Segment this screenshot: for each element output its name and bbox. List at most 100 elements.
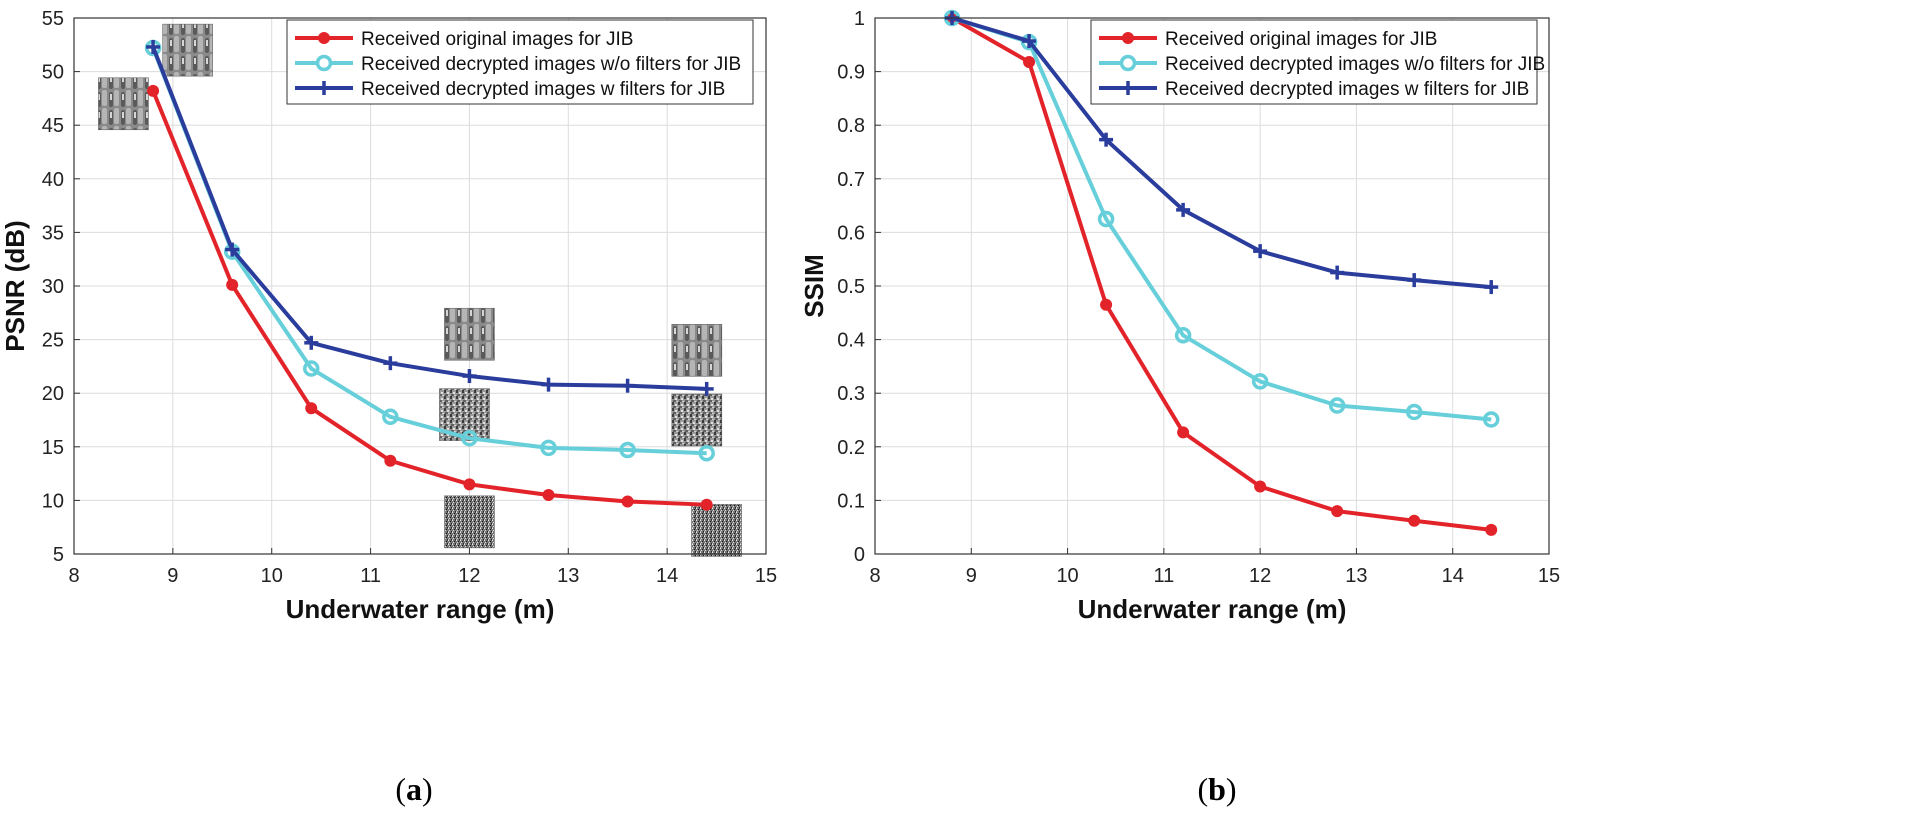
y-axis-label: SSIM xyxy=(799,254,829,318)
data-point-series-1 xyxy=(1254,480,1267,493)
x-tick-label: 15 xyxy=(755,565,777,587)
legend-label: Received original images for JIB xyxy=(1165,29,1437,50)
panel-caption: (a) xyxy=(395,771,432,807)
data-point-series-1 xyxy=(1177,426,1190,439)
data-point-series-1 xyxy=(542,489,555,502)
legend-label: Received original images for JIB xyxy=(361,29,633,50)
y-tick-label: 0.2 xyxy=(837,437,865,459)
y-tick-label: 15 xyxy=(42,437,64,459)
series-line-3 xyxy=(951,16,1492,290)
legend-marker xyxy=(315,54,333,72)
data-point-series-2 xyxy=(1482,411,1500,428)
data-point-series-1 xyxy=(226,278,239,291)
legend-label: Received decrypted images w filters for … xyxy=(361,79,725,100)
legend-marker xyxy=(1119,54,1137,72)
legend: Received original images for JIB Received… xyxy=(286,19,754,105)
legend-box xyxy=(286,19,754,105)
y-tick-label: 0.6 xyxy=(837,222,865,244)
x-tick-label: 14 xyxy=(656,565,678,587)
data-point-series-3 xyxy=(1022,34,1037,49)
y-tick-label: 20 xyxy=(42,383,64,405)
x-tick-label: 15 xyxy=(1538,565,1560,587)
data-point-series-2 xyxy=(382,408,399,426)
x-tick-label: 8 xyxy=(68,565,79,587)
data-point-series-3 xyxy=(1099,132,1114,147)
data-point-series-1 xyxy=(305,402,318,415)
data-point-series-3 xyxy=(620,378,635,393)
data-point-series-2 xyxy=(1405,403,1423,421)
data-point-series-3 xyxy=(1484,280,1499,295)
series-line-3 xyxy=(151,46,707,391)
inset-thumbnail-original xyxy=(98,77,149,131)
data-point-series-2 xyxy=(540,439,557,457)
data-point-series-2 xyxy=(1251,373,1269,390)
data-point-series-3 xyxy=(383,356,398,371)
data-point-series-3 xyxy=(541,377,556,392)
legend-box xyxy=(1090,19,1538,105)
x-axis-label: Underwater range (m) xyxy=(1078,594,1347,624)
inset-thumbnail-encrypted-partial xyxy=(671,393,723,447)
data-point-series-1 xyxy=(384,454,397,467)
legend-label: Received decrypted images w filters for … xyxy=(1165,79,1529,100)
y-tick-label: 40 xyxy=(42,169,64,191)
inset-thumbnail-noise xyxy=(444,495,495,549)
y-tick-label: 25 xyxy=(42,330,64,352)
y-axis-label: PSNR (dB) xyxy=(0,220,30,351)
inset-thumbnail-original xyxy=(671,324,723,377)
data-point-series-1 xyxy=(1408,514,1421,527)
y-tick-label: 0 xyxy=(854,544,865,566)
data-point-series-3 xyxy=(699,381,714,396)
x-tick-label: 11 xyxy=(360,565,381,587)
y-tick-label: 0.9 xyxy=(837,62,865,84)
data-point-series-1 xyxy=(1485,523,1498,536)
series-line-2 xyxy=(151,47,707,456)
y-tick-label: 1 xyxy=(854,8,865,30)
series-line-2 xyxy=(951,16,1492,422)
x-tick-label: 9 xyxy=(966,565,977,587)
data-point-series-3 xyxy=(1253,244,1268,259)
y-tick-label: 0.3 xyxy=(837,383,865,405)
x-tick-label: 10 xyxy=(261,565,283,587)
x-tick-label: 11 xyxy=(1153,565,1174,587)
data-point-series-2 xyxy=(1174,327,1192,344)
legend: Received original images for JIB Received… xyxy=(1090,19,1545,105)
data-point-series-1 xyxy=(463,478,476,491)
data-point-series-2 xyxy=(461,429,478,447)
data-point-series-1 xyxy=(147,84,160,97)
x-tick-label: 9 xyxy=(167,565,178,587)
data-point-series-3 xyxy=(462,369,477,384)
data-point-series-1 xyxy=(700,498,713,511)
x-tick-label: 10 xyxy=(1056,565,1078,587)
data-point-series-2 xyxy=(698,444,715,462)
x-tick-label: 13 xyxy=(1345,565,1367,587)
x-tick-label: 14 xyxy=(1442,565,1464,587)
x-tick-label: 8 xyxy=(869,565,880,587)
x-tick-label: 12 xyxy=(458,565,480,587)
data-point-series-1 xyxy=(621,495,634,508)
chart-panel-b: 8 9 10 11 12 13 14 15 0 0.1 0.2 0.3 0.4 0.5 0.6 0.7 0.8 0… xyxy=(799,8,1560,807)
y-tick-label: 0.7 xyxy=(837,169,865,191)
y-tick-label: 35 xyxy=(42,222,64,244)
y-tick-label: 55 xyxy=(42,8,64,30)
y-tick-label: 0.1 xyxy=(837,490,865,512)
data-point-series-3 xyxy=(146,39,161,54)
series-line-1 xyxy=(951,16,1492,532)
x-tick-label: 12 xyxy=(1249,565,1271,587)
data-point-series-3 xyxy=(1407,273,1422,288)
data-point-series-3 xyxy=(225,242,240,257)
series-line-1 xyxy=(151,90,707,507)
legend-label: Received decrypted images w/o filters fo… xyxy=(1165,54,1545,75)
x-axis-label: Underwater range (m) xyxy=(286,594,555,624)
y-tick-label: 50 xyxy=(42,62,64,84)
x-tick-label: 13 xyxy=(557,565,579,587)
data-point-series-2 xyxy=(619,441,636,459)
y-tick-label: 0.5 xyxy=(837,276,865,298)
data-point-series-2 xyxy=(1328,397,1346,414)
data-point-series-1 xyxy=(1023,55,1036,68)
y-tick-label: 5 xyxy=(53,544,64,566)
legend-marker xyxy=(318,32,330,44)
data-point-series-1 xyxy=(1331,505,1344,518)
y-tick-label: 0.8 xyxy=(837,115,865,137)
inset-thumbnail-noise xyxy=(691,504,742,557)
